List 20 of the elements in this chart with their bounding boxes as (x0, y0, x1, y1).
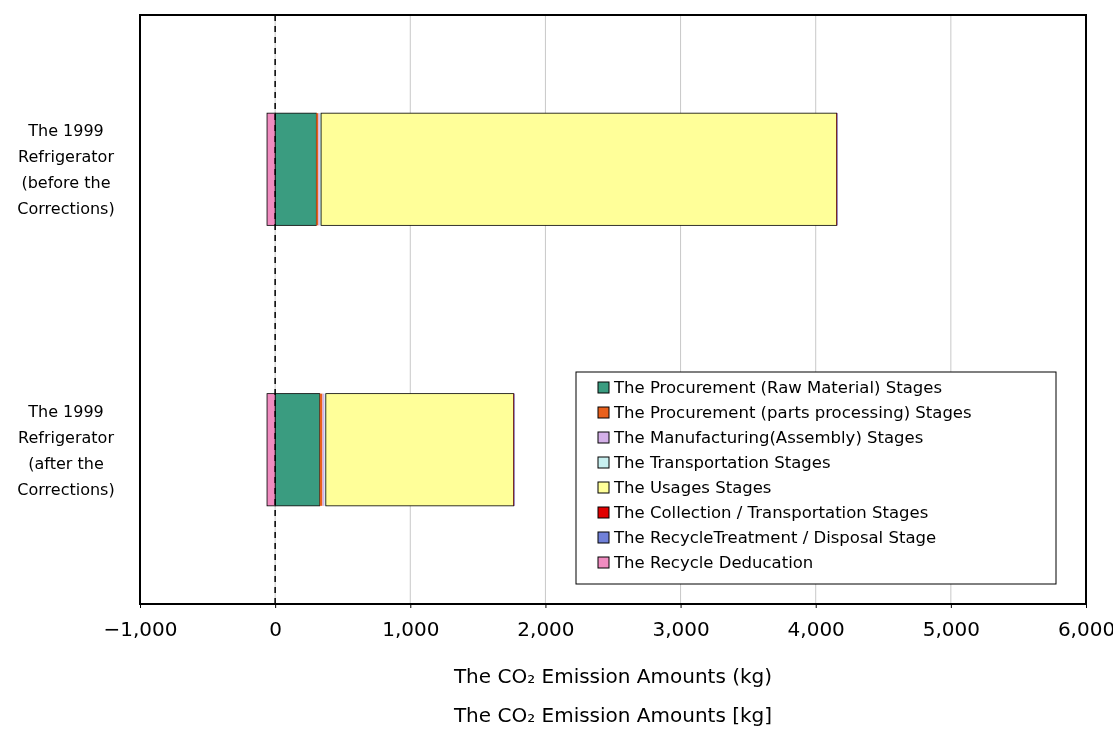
legend-label: The Collection / Transportation Stages (613, 503, 929, 522)
legend-label: The Procurement (parts processing) Stages (613, 403, 972, 422)
legend-label: The Procurement (Raw Material) Stages (613, 378, 942, 397)
y-tick-label: The 1999 Refrigerator (after the Corrections) (17, 401, 115, 499)
legend-label: The Usages Stages (613, 478, 772, 497)
x-tick-label: 6,000 (1057, 617, 1113, 642)
x-tick-label: 1,000 (382, 617, 440, 642)
legend-label: The Manufacturing(Assembly) Stages (613, 428, 924, 447)
text: The CO₂ Emission Amounts [kg] (452, 703, 773, 727)
legend-label: The Recycle Deducation (613, 553, 814, 572)
x-tick-label: 2,000 (517, 617, 575, 642)
x-tick-label: 0 (269, 617, 283, 642)
legend-label: The RecycleTreatment / Disposal Stage (613, 528, 937, 547)
x-tick-label: −1,000 (103, 617, 178, 642)
x-tick-label: 5,000 (922, 617, 980, 642)
legend-label: The Transportation Stages (613, 453, 831, 472)
x-tick-label: 3,000 (652, 617, 710, 642)
x-axis-title: The CO₂ Emission Amounts (kg) (452, 664, 773, 688)
y-tick-label: The 1999 Refrigerator (before the Corrections) (17, 121, 115, 219)
x-tick-label: 4,000 (787, 617, 845, 642)
